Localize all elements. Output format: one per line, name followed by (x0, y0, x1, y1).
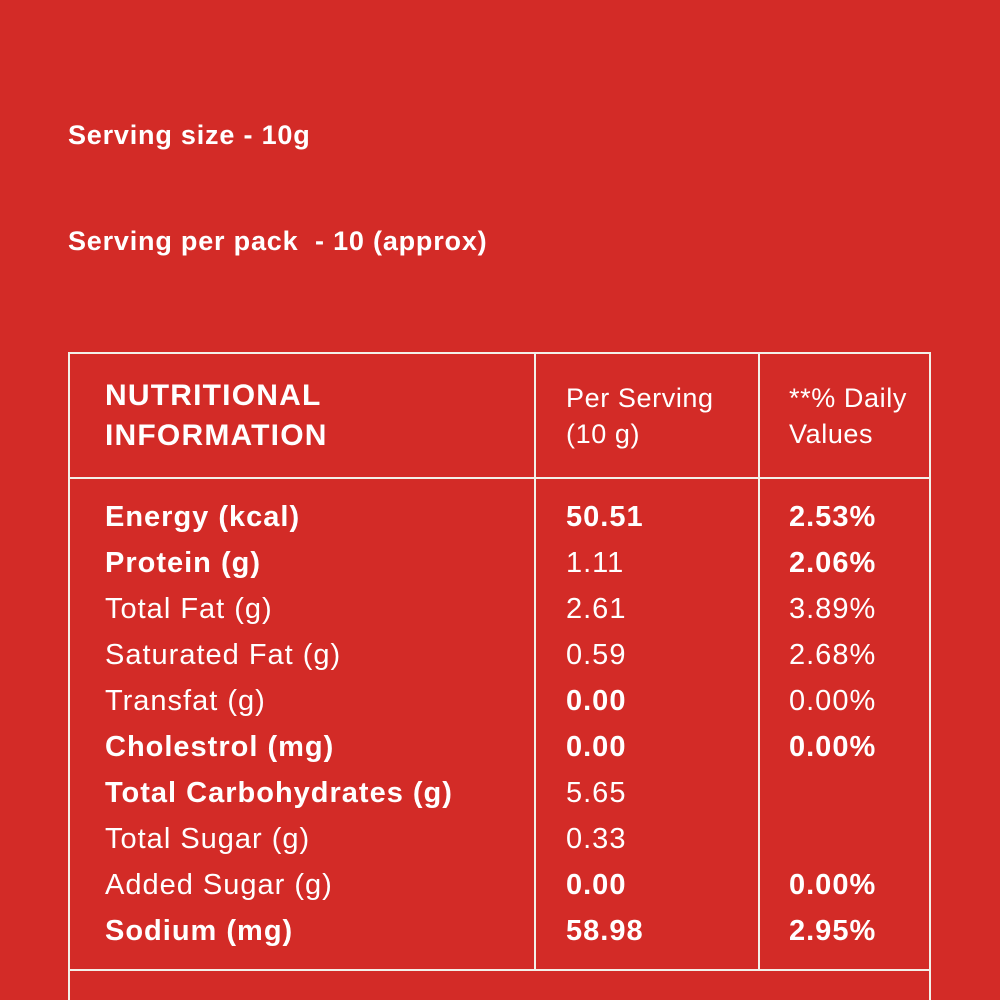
table-row: Total Sugar (g) 0.33 (70, 816, 929, 862)
row-daily-value: 0.00% (789, 730, 877, 763)
row-per-serving-value: 5.65 (566, 776, 627, 809)
row-per-serving-value: 50.51 (566, 500, 644, 533)
row-per-serving-value: 0.00 (566, 730, 627, 763)
table-row: Saturated Fat (g) 0.59 2.68% (70, 632, 929, 678)
row-per-serving-value: 0.00 (566, 868, 627, 901)
table-row: Total Carbohydrates (g) 5.65 (70, 770, 929, 816)
row-daily-value: 2.95% (789, 914, 877, 947)
table-row: Transfat (g) 0.00 0.00% (70, 678, 929, 724)
daily-values-header-line1: **% Daily (789, 382, 907, 413)
table-title-line2: INFORMATION (105, 418, 328, 452)
daily-values-column-header: **% Daily Values (760, 380, 929, 452)
table-title-line1: NUTRITIONAL (105, 378, 322, 412)
row-label: Saturated Fat (g) (105, 638, 342, 671)
table-footnote: *These are approximate values.**% Daily … (70, 969, 929, 1000)
table-row: Added Sugar (g) 0.00 0.00% (70, 862, 929, 908)
row-label: Total Fat (g) (105, 592, 273, 625)
table-row: Sodium (mg) 58.98 2.95% (70, 908, 929, 954)
row-label: Cholestrol (mg) (105, 730, 335, 763)
row-daily-value: 3.89% (789, 592, 877, 625)
column-divider-1 (534, 354, 536, 971)
row-per-serving-value: 2.61 (566, 592, 627, 625)
column-divider-2 (758, 354, 760, 971)
serving-per-pack-line: Serving per pack - 10 (approx) (68, 226, 488, 256)
row-per-serving-value: 0.00 (566, 684, 627, 717)
serving-info: Serving size - 10g Serving per pack - 10… (68, 60, 932, 332)
nutrition-table: NUTRITIONAL INFORMATION Per Serving (10 … (68, 352, 931, 1000)
row-label: Protein (g) (105, 546, 261, 579)
row-per-serving-value: 0.33 (566, 822, 627, 855)
per-serving-header-line2: (10 g) (566, 418, 641, 449)
table-row: Total Fat (g) 2.61 3.89% (70, 586, 929, 632)
table-row: Cholestrol (mg) 0.00 0.00% (70, 724, 929, 770)
row-label: Total Carbohydrates (g) (105, 776, 453, 809)
row-per-serving-value: 1.11 (566, 546, 625, 579)
row-per-serving-value: 0.59 (566, 638, 627, 671)
row-label: Sodium (mg) (105, 914, 294, 947)
row-daily-value: 0.00% (789, 868, 877, 901)
row-label: Energy (kcal) (105, 500, 301, 533)
serving-size-line: Serving size - 10g (68, 120, 311, 150)
per-serving-header-line1: Per Serving (566, 382, 714, 413)
table-row: Protein (g) 1.11 2.06% (70, 540, 929, 586)
table-body: Energy (kcal) 50.51 2.53% Protein (g) 1.… (70, 479, 929, 969)
row-label: Total Sugar (g) (105, 822, 311, 855)
per-serving-column-header: Per Serving (10 g) (536, 380, 760, 452)
daily-values-header-line2: Values (789, 418, 874, 449)
row-daily-value: 2.53% (789, 500, 877, 533)
table-header-row: NUTRITIONAL INFORMATION Per Serving (10 … (70, 354, 929, 479)
table-row: Energy (kcal) 50.51 2.53% (70, 494, 929, 540)
row-daily-value: 0.00% (789, 684, 877, 717)
row-daily-value: 2.06% (789, 546, 877, 579)
row-daily-value: 2.68% (789, 638, 877, 671)
row-per-serving-value: 58.98 (566, 914, 644, 947)
row-label: Added Sugar (g) (105, 868, 333, 901)
row-label: Transfat (g) (105, 684, 266, 717)
table-title: NUTRITIONAL INFORMATION (70, 376, 536, 456)
